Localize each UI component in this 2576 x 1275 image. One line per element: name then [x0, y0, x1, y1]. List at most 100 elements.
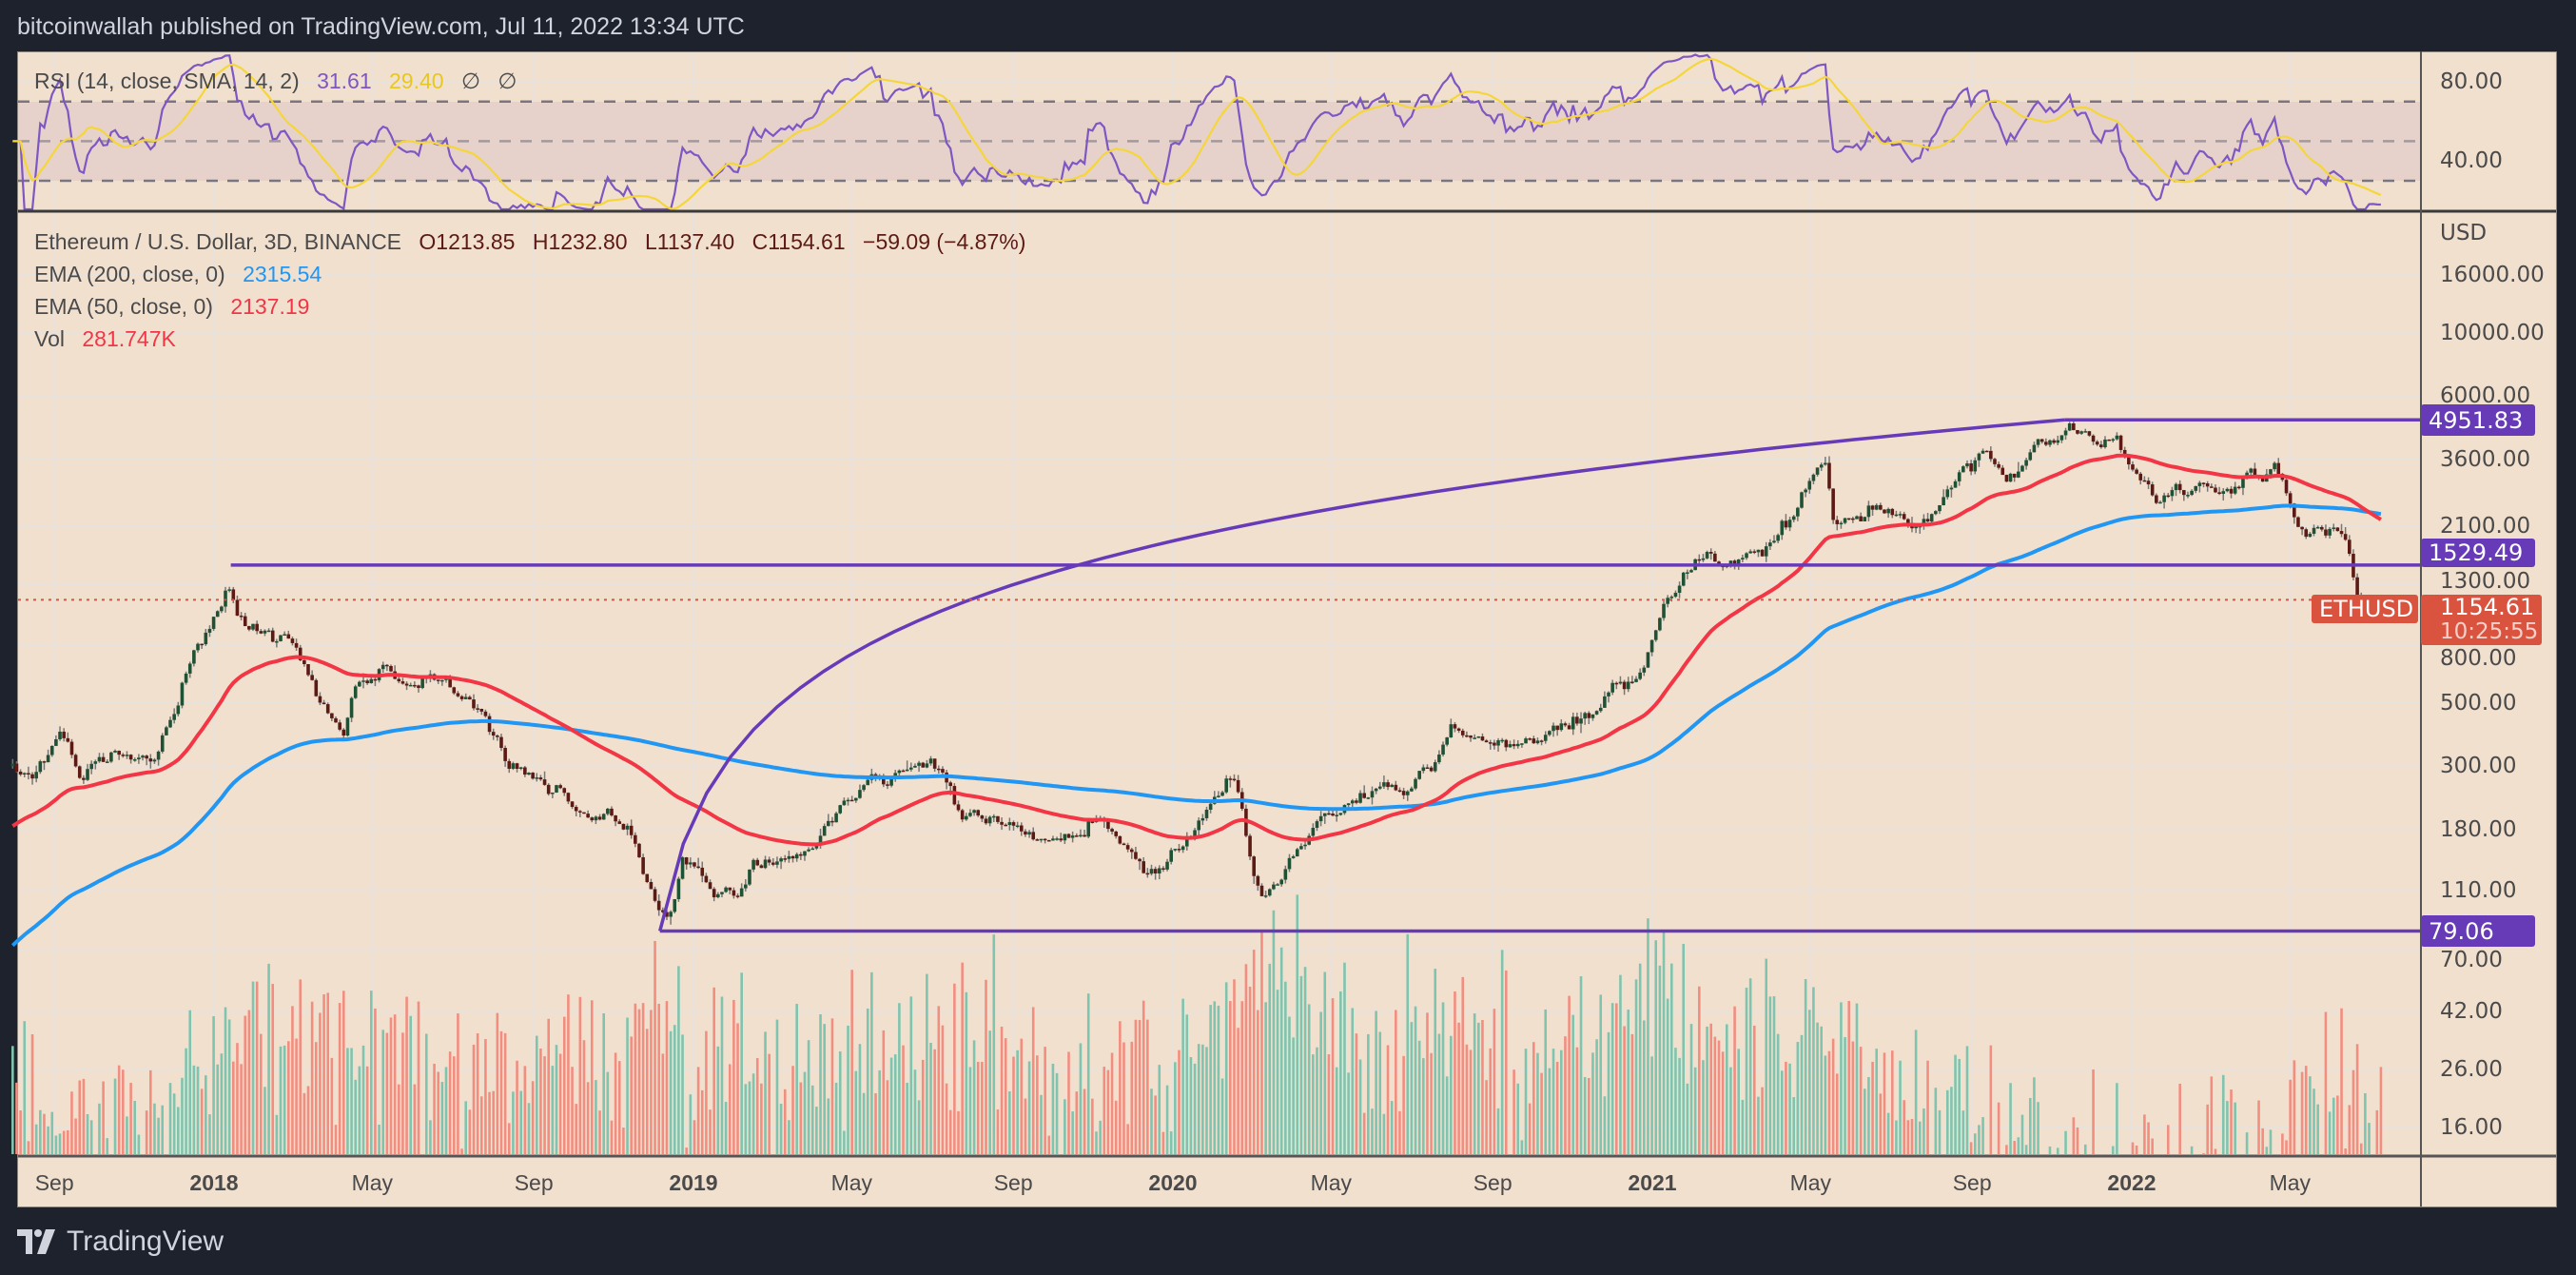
volume-bar [361, 1045, 365, 1154]
grid-lines [18, 52, 2420, 1155]
candle-body [2332, 527, 2336, 529]
volume-bar [834, 1082, 838, 1154]
volume-bar [547, 1018, 550, 1154]
candle-body [1736, 559, 1741, 564]
volume-bar [2143, 1114, 2146, 1154]
candle-body [1276, 884, 1279, 886]
candle-body [1658, 618, 1662, 631]
candle-body [172, 714, 176, 720]
candle-body [1512, 744, 1516, 747]
volume-bar [1551, 1049, 1555, 1154]
candle-body [704, 875, 709, 883]
volume-bar [2092, 1069, 2095, 1154]
volume-bar [681, 1034, 684, 1154]
volume-bar [1099, 1120, 1102, 1154]
volume-bar [2048, 1146, 2052, 1154]
symbol-title[interactable]: Ethereum / U.S. Dollar, 3D, BINANCE [34, 229, 402, 254]
volume-bar [161, 1105, 165, 1154]
volume-bar [724, 1102, 728, 1154]
volume-bar [1000, 1026, 1004, 1154]
candle-body [1717, 561, 1721, 565]
volume-bar [1785, 1061, 1787, 1154]
candle-body [558, 785, 562, 789]
ema50-legend[interactable]: EMA (50, close, 0) 2137.19 [34, 294, 321, 320]
volume-bar [1721, 1051, 1725, 1154]
candle-body [1122, 843, 1126, 846]
candle-body [1031, 832, 1036, 840]
time-label: 2019 [669, 1170, 718, 1195]
volume-bar [1493, 1009, 1496, 1154]
volume-bar [712, 987, 715, 1154]
volume-legend[interactable]: Vol 281.747K [34, 326, 187, 352]
candle-body [570, 801, 575, 808]
volume-bar [1702, 1060, 1705, 1154]
candle-body [1433, 762, 1437, 772]
volume-bar [389, 1017, 393, 1154]
candle-body [1965, 463, 1969, 467]
volume-bar [1279, 947, 1283, 1154]
volume-bar [1752, 1025, 1756, 1154]
volume-bar [740, 972, 743, 1154]
candle-body [2197, 482, 2202, 486]
candle-body [86, 769, 89, 780]
volume-bar [1055, 1072, 1059, 1154]
volume-bar [1351, 1008, 1355, 1154]
candle-body [984, 818, 988, 824]
volume-bar [82, 1078, 86, 1154]
candle-body [1437, 755, 1441, 763]
volume-bar [1233, 979, 1236, 1154]
ema200-legend[interactable]: EMA (200, close, 0) 2315.54 [34, 262, 333, 287]
volume-bar [803, 1071, 807, 1154]
candle-body [2039, 439, 2044, 442]
candle-body [1476, 736, 1481, 738]
candle-body [1622, 681, 1627, 690]
volume-bar [751, 1073, 755, 1154]
candle-body [1484, 740, 1489, 743]
candle-body [1594, 711, 1599, 715]
chart-panel[interactable] [17, 51, 2557, 1207]
volume-bar [1024, 1098, 1027, 1154]
volume-bar [1217, 1005, 1220, 1154]
volume-bar [476, 1033, 479, 1154]
candle-body [1846, 518, 1851, 520]
candle-body [2017, 471, 2020, 478]
volume-bar [227, 1019, 231, 1154]
candle-body [314, 679, 319, 696]
candle-body [1338, 813, 1343, 815]
volume-bar [1213, 1001, 1217, 1154]
volume-bar [1579, 976, 1583, 1154]
candle-body [1493, 742, 1496, 746]
volume-bar [2072, 1117, 2076, 1154]
volume-bar [181, 1077, 184, 1154]
volume-bar [2202, 1152, 2205, 1154]
volume-bar [1914, 1030, 1918, 1154]
volume-bar [468, 1109, 472, 1154]
volume-bar [1422, 1058, 1425, 1154]
volume-bar [1693, 1067, 1697, 1154]
candle-body [1161, 868, 1165, 870]
ohlc-close: C1154.61 [751, 229, 846, 254]
candle-body [1804, 489, 1807, 493]
volume-bar [736, 1023, 739, 1154]
tradingview-logo[interactable]: TradingView [17, 1226, 224, 1258]
candle-body [1200, 817, 1205, 821]
candle-body [1000, 821, 1004, 825]
candle-body [2146, 481, 2151, 485]
volume-bar [2324, 1011, 2328, 1154]
candle-body [1953, 481, 1958, 488]
volume-bar [1610, 1003, 1614, 1154]
price-tick: 10000.00 [2440, 321, 2545, 346]
volume-bar [1844, 1036, 1846, 1154]
ohlc-low: L1137.40 [644, 229, 735, 254]
volume-bar [279, 1046, 283, 1154]
candle-body [2355, 577, 2359, 598]
volume-bar [567, 994, 570, 1154]
volume-bar [1044, 1047, 1046, 1154]
candle-body [1063, 834, 1067, 841]
candle-body [676, 878, 681, 900]
volume-bar [54, 1135, 58, 1154]
volume-bar [1827, 1050, 1831, 1154]
candle-body [1224, 778, 1228, 793]
candle-body [1410, 788, 1414, 792]
